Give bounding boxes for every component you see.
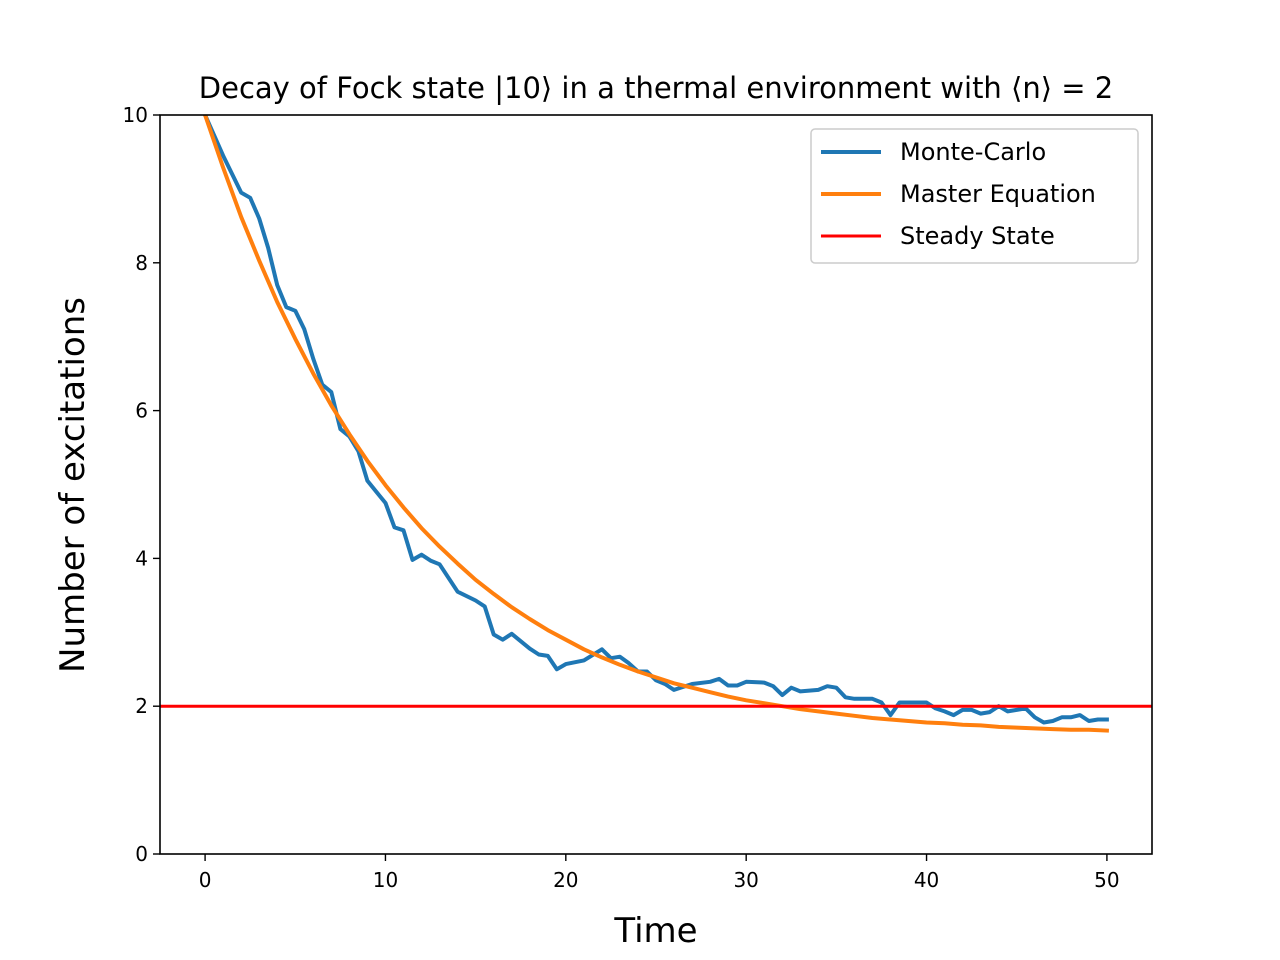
y-tick-label: 8 <box>135 251 148 275</box>
x-tick-label: 50 <box>1094 868 1119 892</box>
legend: Monte-Carlo Master Equation Steady State <box>810 128 1139 264</box>
y-tick-label: 6 <box>135 399 148 423</box>
legend-frame <box>810 128 1139 264</box>
y-tick-label: 4 <box>135 546 148 570</box>
x-tick-label: 20 <box>553 868 578 892</box>
y-axis: 0 2 4 6 8 10 <box>123 103 160 866</box>
x-tick-label: 10 <box>373 868 398 892</box>
master-equation-line <box>202 115 1109 733</box>
y-tick-label: 2 <box>135 694 148 718</box>
x-tick-label: 30 <box>733 868 758 892</box>
legend-label-steady-state: Steady State <box>900 222 1055 250</box>
x-axis: 0 10 20 30 40 50 <box>199 854 1120 892</box>
x-tick-label: 0 <box>199 868 212 892</box>
y-tick-label: 10 <box>123 103 148 127</box>
x-axis-label: Time <box>613 911 697 951</box>
y-tick-label: 0 <box>135 842 148 866</box>
legend-label-master-equation: Master Equation <box>900 180 1096 208</box>
chart-title: Decay of Fock state |10⟩ in a thermal en… <box>199 71 1113 105</box>
plot-frame <box>159 114 1153 855</box>
series-layer <box>160 115 1152 733</box>
legend-label-monte-carlo: Monte-Carlo <box>900 138 1046 166</box>
y-axis-label: Number of excitations <box>53 297 93 673</box>
x-tick-label: 40 <box>914 868 939 892</box>
